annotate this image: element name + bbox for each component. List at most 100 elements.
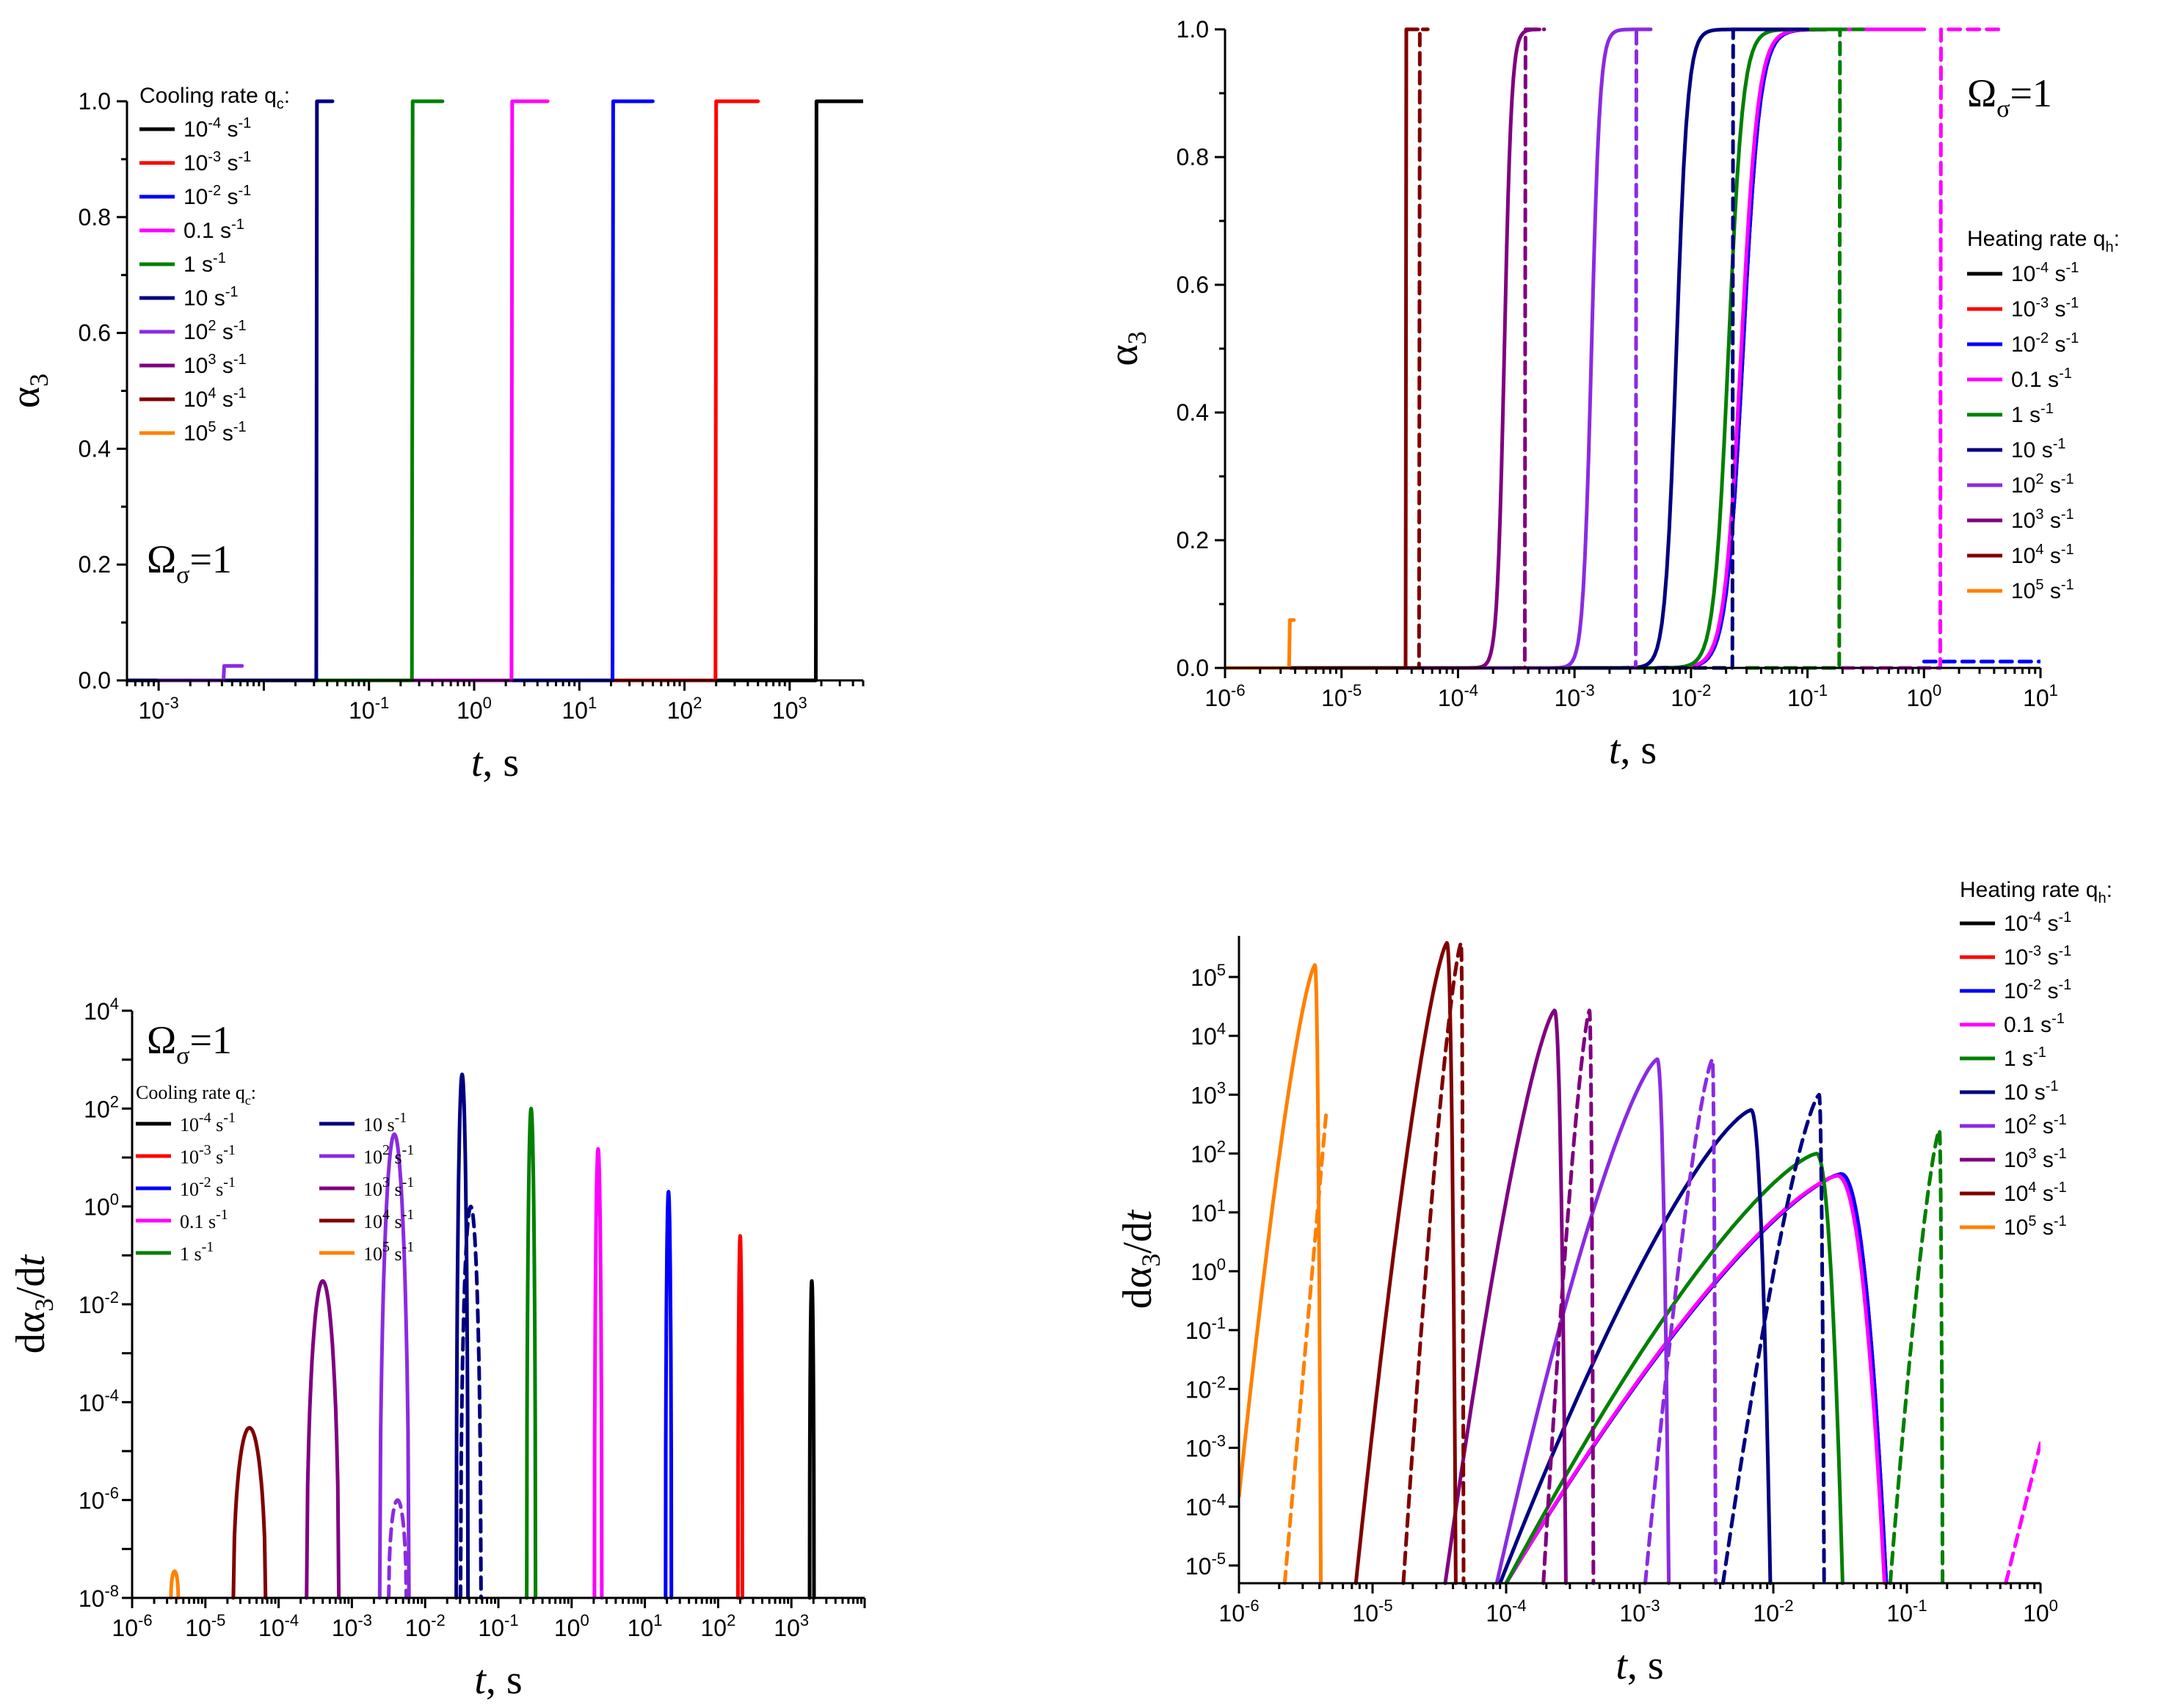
series-0.1-solid: [1504, 1174, 1886, 1585]
y-tick-label: 0.4: [79, 435, 111, 462]
y-axis-label: α3: [1101, 331, 1152, 366]
series-10-dash: [1654, 27, 1749, 670]
x-tick-label: 10-6: [1218, 1596, 1259, 1627]
y-tick-label: 102: [84, 1092, 119, 1122]
series-1e4-solid: [1353, 941, 1458, 1585]
legend-label-1e-2: 10-2 s-1: [183, 183, 251, 209]
series-1e5-solid: [1239, 963, 1323, 1585]
series-1e4-solid: [1225, 27, 1420, 670]
legend-label-1e-3: 10-3 s-1: [183, 149, 251, 175]
legend-label-1e4: 104 s-1: [183, 385, 247, 412]
series-1-solid: [1225, 27, 1845, 670]
y-tick-label: 10-4: [79, 1386, 119, 1416]
x-tick-label: 103: [772, 694, 807, 724]
x-tick-label: 10-3: [1619, 1596, 1660, 1627]
series-0.1-solid: [1225, 27, 1926, 670]
x-tick-label: 10-2: [1671, 681, 1711, 711]
x-tick-label: 10-6: [1204, 681, 1245, 711]
x-axis-label: t, s: [1609, 727, 1657, 773]
series-0.1-dash: [2004, 1441, 2040, 1585]
legend-label-1e3: 103 s-1: [2004, 1146, 2067, 1172]
x-tick-label: 10-5: [185, 1611, 225, 1641]
x-tick-label: 101: [562, 694, 597, 724]
legend-label-1e-4: 10-4 s-1: [180, 1110, 236, 1135]
y-tick-label: 0.6: [79, 320, 111, 346]
x-tick-label: 10-2: [1753, 1596, 1793, 1627]
legend-label-0.1: 0.1 s-1: [2004, 1011, 2065, 1037]
legend-title: Heating rate qh:: [1967, 227, 2120, 255]
y-axis-label: α3: [3, 374, 54, 408]
series-1e-2-solid: [1225, 27, 1926, 670]
y-tick-label: 0.8: [79, 204, 111, 230]
y-tick-label: 10-3: [1185, 1431, 1226, 1461]
x-tick-label: 10-4: [1438, 681, 1478, 711]
legend-label-0.1: 0.1 s-1: [180, 1207, 228, 1232]
series-0.1-solid: [399, 99, 550, 683]
series-1e2-dash: [1628, 27, 1653, 670]
x-tick-label: 100: [2023, 1596, 2058, 1627]
series-1e2-dash: [1643, 1057, 1718, 1585]
y-axis-label: dα3/dt: [8, 1254, 59, 1353]
x-axis-label: t, s: [474, 1657, 522, 1703]
y-tick-label: 0.8: [1177, 144, 1209, 170]
legend-label-1e4: 104 s-1: [2004, 1180, 2067, 1206]
y-tick-label: 1.0: [79, 88, 111, 115]
y-tick-label: 10-5: [1185, 1549, 1226, 1580]
series-1-solid: [1504, 1152, 1845, 1585]
legend-label-1e3: 103 s-1: [2011, 506, 2074, 533]
y-tick-label: 0.4: [1177, 399, 1209, 426]
x-tick-label: 10-4: [1486, 1596, 1526, 1627]
legend-label-1e2: 102 s-1: [2004, 1112, 2067, 1138]
y-tick-label: 104: [1191, 1020, 1226, 1050]
y-tick-label: 103: [1191, 1078, 1226, 1108]
omega-annotation: Ωσ=1: [1967, 71, 2052, 123]
series-10-solid: [1225, 27, 1810, 670]
series-1e5-dash: [1282, 1111, 1329, 1585]
series-1e3-dash: [1541, 1009, 1596, 1585]
legend-label-1e4: 104 s-1: [363, 1207, 414, 1232]
x-tick-label: 10-5: [1352, 1596, 1392, 1627]
legend-title: Cooling rate qc:: [136, 1082, 256, 1108]
y-tick-label: 101: [1191, 1196, 1226, 1227]
series-1e5-solid: [169, 1569, 181, 1600]
x-axis-label: t, s: [1616, 1643, 1663, 1688]
legend-label-1: 1 s-1: [180, 1239, 214, 1265]
y-tick-label: 0.2: [1177, 527, 1209, 553]
x-tick-label: 10-2: [405, 1611, 446, 1641]
legend-label-1e5: 105 s-1: [363, 1239, 414, 1265]
y-tick-label: 0.2: [79, 551, 111, 578]
x-tick-label: 103: [774, 1611, 809, 1641]
legend-label-1e-4: 10-4 s-1: [183, 115, 251, 142]
series-0.1-solid: [592, 1146, 604, 1600]
series-group: [1225, 27, 2040, 670]
omega-annotation: Ωσ=1: [147, 537, 232, 589]
series-1e3-dash: [1511, 27, 1547, 670]
x-tick-label: 102: [667, 694, 702, 724]
legend: Heating rate qh: 10-4 s-1 10-3 s-1 10-2 s-1…: [1967, 227, 2120, 603]
y-tick-label: 10-4: [1185, 1491, 1226, 1521]
series-1e-4-solid: [807, 1279, 816, 1600]
legend-label-1e-3: 10-3 s-1: [180, 1142, 236, 1168]
series-1e2-solid: [1494, 1057, 1671, 1585]
legend-title: Cooling rate qc:: [139, 84, 290, 112]
x-tick-label: 10-1: [1787, 681, 1828, 711]
series-10-solid: [454, 1072, 470, 1600]
x-tick-label: 10-6: [112, 1611, 152, 1641]
legend-label-1e2: 102 s-1: [363, 1142, 414, 1168]
legend: Heating rate qh: 10-4 s-1 10-3 s-1 10-2 s-1…: [1960, 878, 2112, 1240]
y-tick-label: 0.0: [1177, 655, 1209, 681]
y-tick-label: 10-2: [1185, 1373, 1226, 1403]
legend-label-1e5: 105 s-1: [2011, 577, 2074, 603]
omega-annotation: Ωσ=1: [147, 1018, 232, 1069]
chart-top-left: 10-3 10-1 100 101 102 103 0.0 0.2 0.4 0.6 0.8 1.0 t,…: [3, 84, 865, 785]
x-tick-label: 10-3: [139, 694, 179, 724]
series-1e4-dash: [1401, 941, 1466, 1585]
x-tick-label: 10-1: [1886, 1596, 1927, 1627]
legend-label-1e-2: 10-2 s-1: [180, 1174, 236, 1200]
series-1e-4-solid: [1225, 27, 1926, 670]
x-tick-label: 100: [1906, 681, 1941, 711]
legend: Cooling rate qc:10-4 s-1 10-3 s-1 10-2 s-1…: [136, 1082, 414, 1265]
y-tick-label: 100: [1191, 1255, 1226, 1285]
series-group: [169, 1072, 816, 1600]
x-tick-label: 10-5: [1321, 681, 1362, 711]
